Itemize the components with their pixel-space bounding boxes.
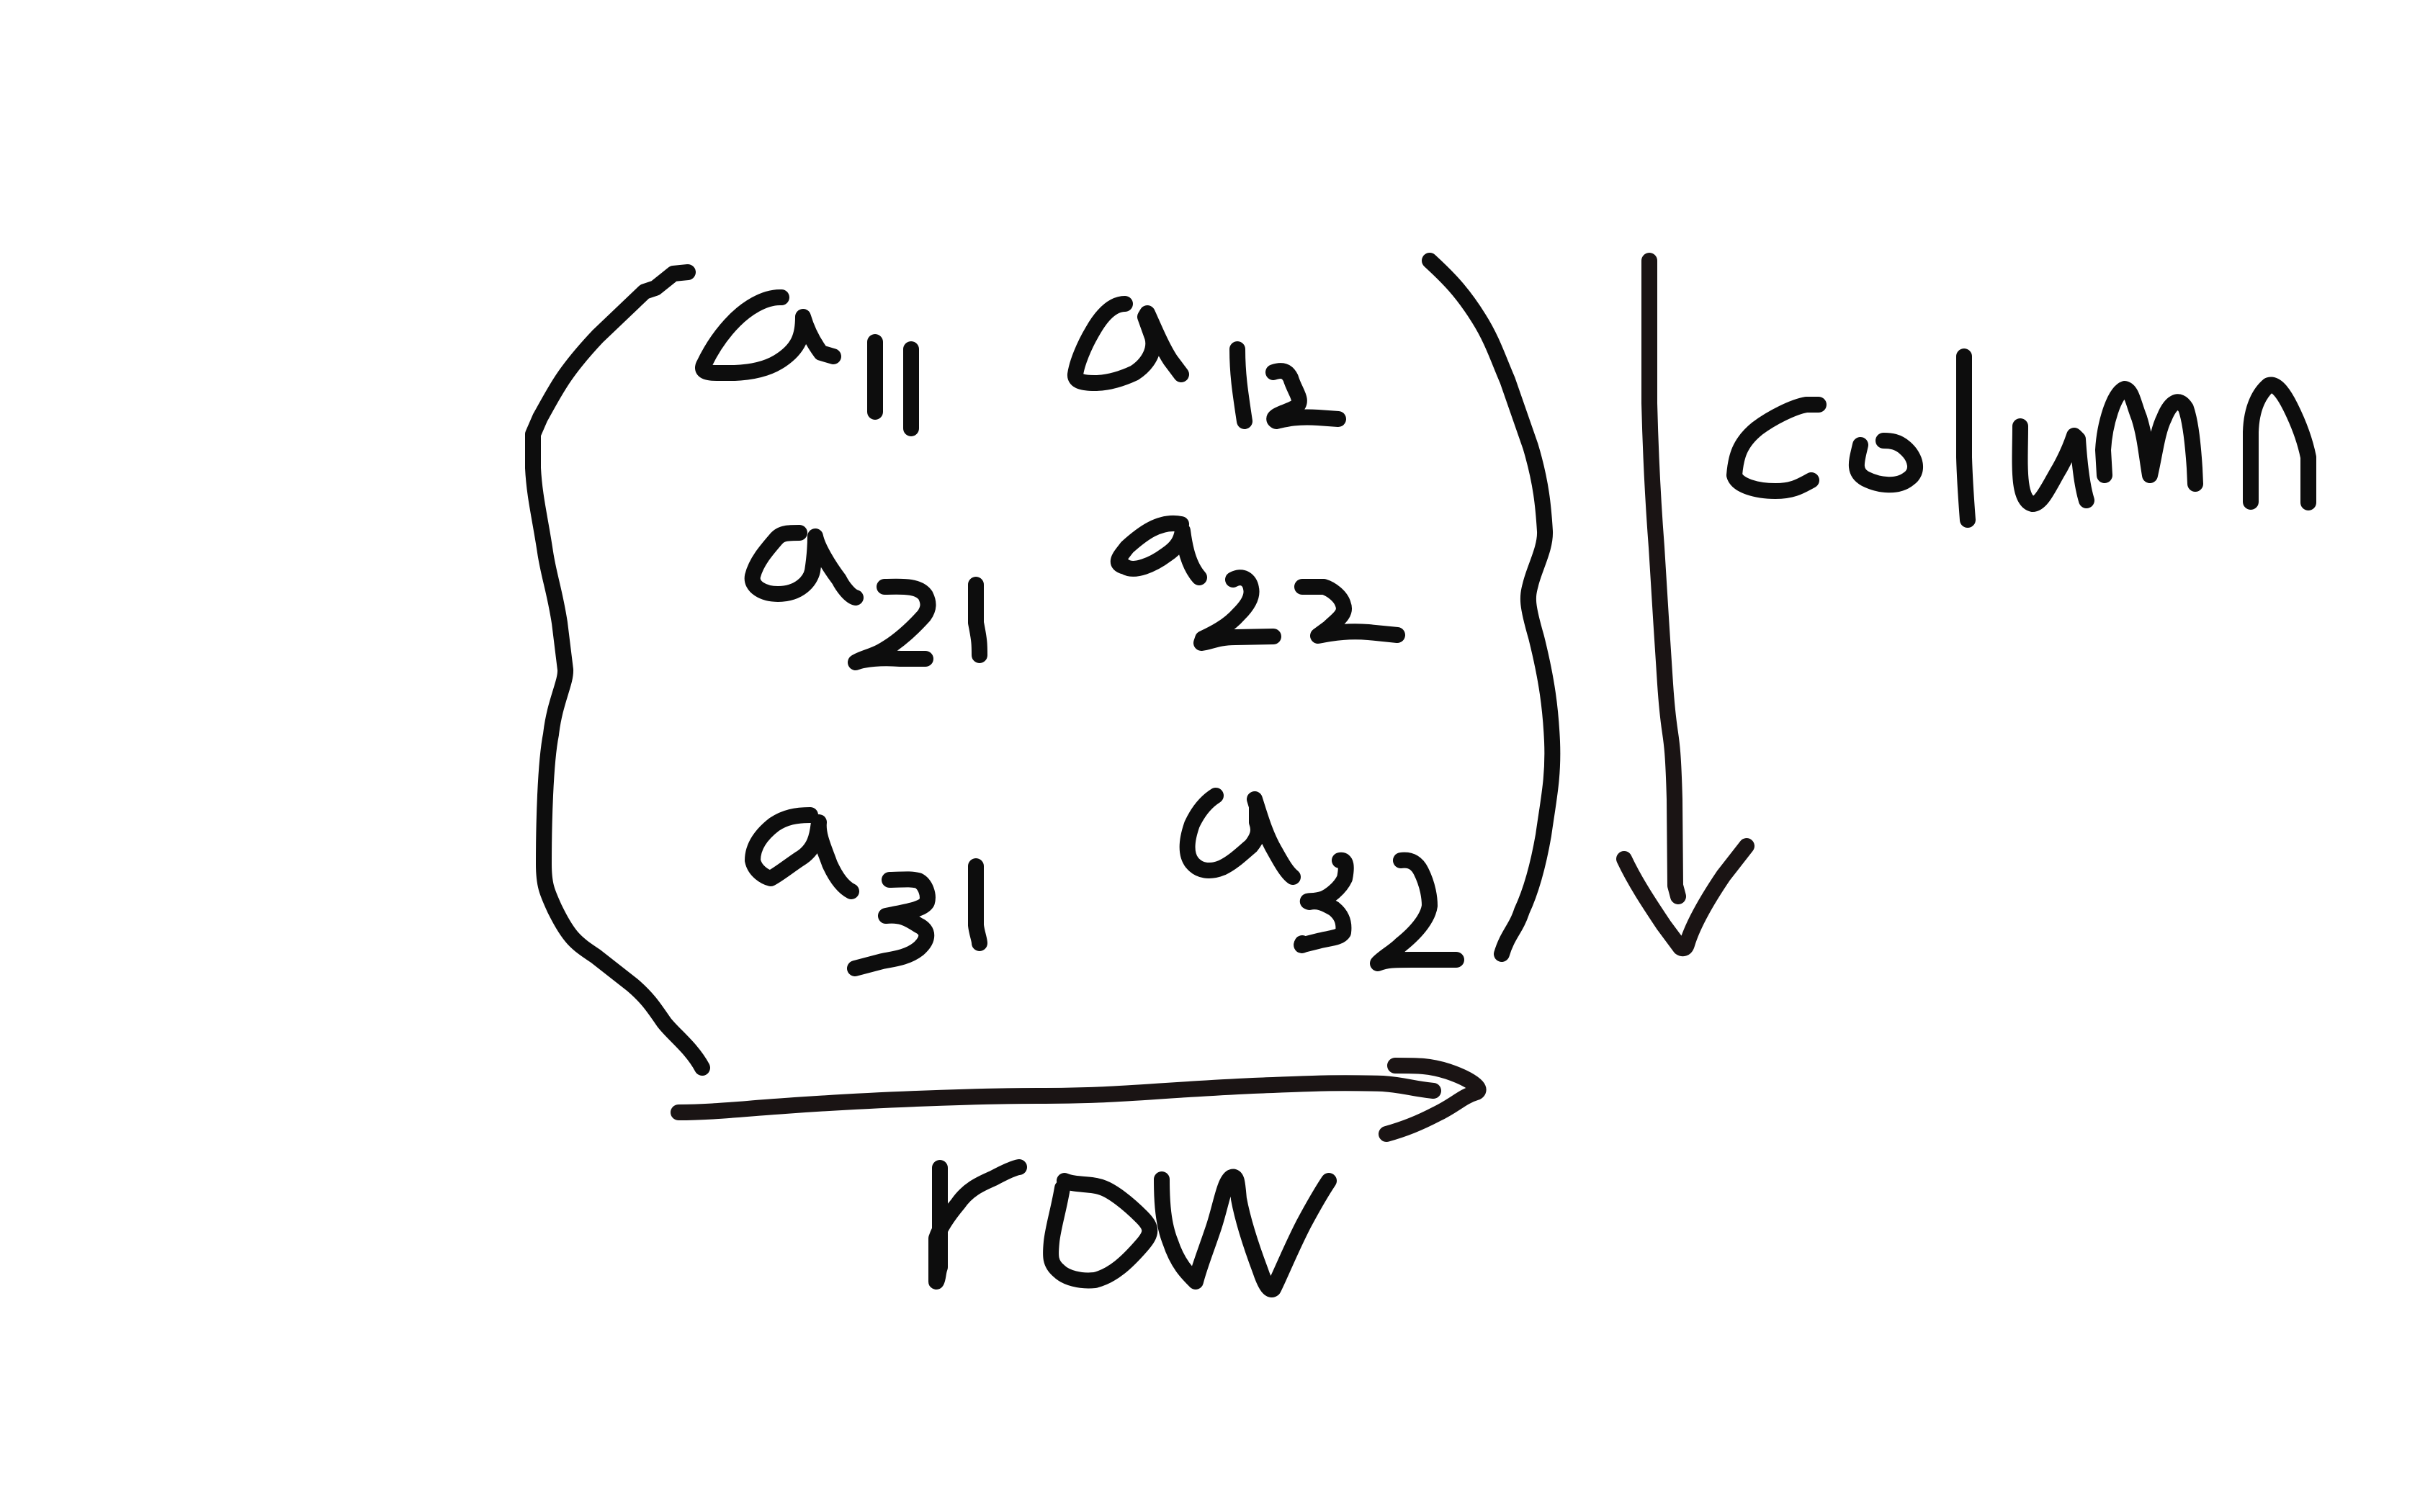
subscript-3 (1294, 852, 1354, 953)
letter-a (744, 525, 864, 606)
column-arrow[interactable] (1641, 253, 1686, 904)
subscript-2 (848, 578, 936, 670)
letter-m (2095, 381, 2203, 492)
letter-a (695, 289, 841, 381)
svg-text:column: column (1729, 503, 1731, 505)
entry-a22: a22 (1109, 515, 1405, 651)
subscript-2 (1193, 570, 1281, 651)
row-arrow-head (1379, 1058, 1487, 1142)
svg-text:a11: a11 (691, 338, 693, 339)
subscript-2 (1265, 363, 1346, 429)
entry-a12: a12 (1066, 296, 1346, 429)
column-arrow-head (1616, 838, 1754, 957)
letter-o (1043, 1173, 1158, 1289)
row-label: row (928, 1159, 1337, 1297)
svg-text:a32: a32 (1174, 849, 1175, 850)
subscript-1 (968, 858, 987, 951)
matrix-left-bracket (525, 264, 710, 1076)
letter-n (2243, 377, 2316, 510)
subscript-2 (1294, 579, 1405, 644)
letter-a (1110, 515, 1207, 585)
letter-w (1154, 1169, 1337, 1297)
letter-a (1067, 296, 1189, 391)
entry-a32: a32 (1174, 788, 1464, 971)
row-arrow[interactable] (671, 1075, 1441, 1120)
letter-a (1179, 788, 1301, 885)
subscript-1 (968, 577, 987, 663)
letter-o (1848, 433, 1923, 493)
entry-a31: a31 (745, 807, 987, 976)
matrix-right-bracket (1422, 253, 1561, 962)
letter-r (928, 1159, 1027, 1290)
letter-a (745, 807, 859, 899)
svg-text:a22: a22 (1109, 568, 1111, 570)
entry-a11: a11 (691, 289, 919, 436)
subscript-1 (1229, 341, 1252, 429)
svg-text:a12: a12 (1066, 345, 1067, 346)
letter-l (1956, 348, 1976, 528)
letter-c (1726, 397, 1827, 499)
subscript-3 (847, 871, 936, 976)
subscript-2 (1370, 852, 1464, 971)
entry-a21: a21 (744, 525, 987, 670)
column-label: column (1726, 348, 2316, 528)
letter-u (2012, 418, 2094, 512)
